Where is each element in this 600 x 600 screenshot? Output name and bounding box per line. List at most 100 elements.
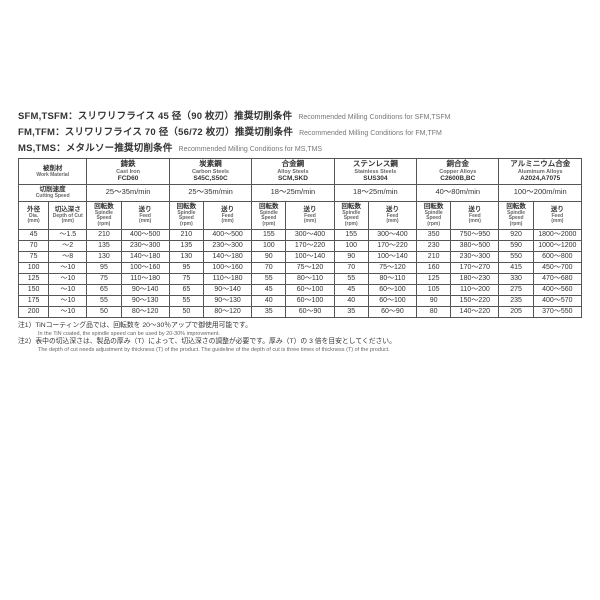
feed-cell: 150～220: [451, 296, 499, 307]
feed-cell: 60～90: [368, 307, 416, 318]
table-row: 175～105590～1305590～1304060～1004060～10090…: [19, 296, 582, 307]
heading-en: Recommended Milling Conditions for SFM,T…: [298, 114, 450, 121]
table-row: 150～106590～1406590～1404560～1004560～10010…: [19, 285, 582, 296]
feed-cell: 170～220: [286, 240, 334, 251]
table-row: 75～8130140～180130140～18090100～14090100～1…: [19, 252, 582, 263]
doc-cell: ～10: [49, 274, 87, 285]
notes-block: 注1）TiNコーティング品では、回転数を 20～30％アップで御使用可能です。 …: [18, 322, 582, 354]
feed-cell: 100～140: [286, 252, 334, 263]
rpm-cell: 45: [334, 285, 368, 296]
heading-en: Recommended Milling Conditions for FM,TF…: [299, 130, 442, 137]
note-en: The depth of cut needs adjustment by thi…: [38, 347, 582, 354]
cutting-speed-label: 切削速度Cutting Speed: [19, 184, 87, 201]
rpm-cell: 90: [417, 296, 451, 307]
note-jp: 注1）TiNコーティング品では、回転数を 20～30％アップで御使用可能です。: [18, 322, 252, 329]
rpm-cell: 65: [87, 285, 121, 296]
feed-cell: 80～110: [286, 274, 334, 285]
doc-cell: ～10: [49, 263, 87, 274]
feed-cell: 80～110: [368, 274, 416, 285]
rpm-cell: 155: [334, 229, 368, 240]
rpm-cell: 50: [169, 307, 203, 318]
feed-cell: 400～570: [533, 296, 581, 307]
feed-cell: 90～140: [203, 285, 251, 296]
feed-cell: 450～700: [533, 263, 581, 274]
work-material-label: 被削材Work Material: [19, 159, 87, 185]
feed-cell: 1800～2000: [533, 229, 581, 240]
feed-cell: 90～130: [121, 296, 169, 307]
dia-cell: 200: [19, 307, 49, 318]
rpm-cell: 75: [169, 274, 203, 285]
rpm-cell: 75: [87, 274, 121, 285]
rpm-cell: 55: [169, 296, 203, 307]
cutting-speed-value: 18～25m/min: [252, 184, 334, 201]
table-row: 45～1.5210400～500210400～500155300～4001553…: [19, 229, 582, 240]
feed-cell: 60～90: [286, 307, 334, 318]
rpm-cell: 160: [417, 263, 451, 274]
rpm-cell: 230: [417, 240, 451, 251]
material-header: 銅合金Copper AlloysC2600B,BC: [417, 159, 499, 185]
rpm-cell: 70: [334, 263, 368, 274]
feed-cell: 60～100: [368, 285, 416, 296]
rpm-cell: 40: [334, 296, 368, 307]
material-header: 鋳鉄Cast IronFCD60: [87, 159, 169, 185]
dia-cell: 75: [19, 252, 49, 263]
rpm-cell: 105: [417, 285, 451, 296]
feed-cell: 400～500: [203, 229, 251, 240]
rpm-cell: 35: [252, 307, 286, 318]
rpm-cell: 40: [252, 296, 286, 307]
rpm-cell: 100: [334, 240, 368, 251]
cutting-speed-value: 18～25m/min: [334, 184, 416, 201]
rpm-cell: 50: [87, 307, 121, 318]
rpm-cell: 95: [87, 263, 121, 274]
cutting-speed-value: 25～35m/min: [87, 184, 169, 201]
doc-cell: ～2: [49, 240, 87, 251]
heading-en: Recommended Milling Conditions for MS,TM…: [179, 146, 323, 153]
rpm-cell: 100: [252, 240, 286, 251]
feed-cell: 1000～1200: [533, 240, 581, 251]
feed-cell: 230～300: [451, 252, 499, 263]
cutting-speed-value: 40～80m/min: [417, 184, 499, 201]
dia-cell: 150: [19, 285, 49, 296]
cutting-speed-value: 25～35m/min: [169, 184, 251, 201]
doc-cell: ～10: [49, 307, 87, 318]
feed-cell: 230～300: [203, 240, 251, 251]
rpm-cell: 330: [499, 274, 533, 285]
material-header: ステンレス鋼Stainless SteelsSUS304: [334, 159, 416, 185]
rpm-cell: 80: [417, 307, 451, 318]
feed-cell: 300～400: [368, 229, 416, 240]
conditions-table: 被削材Work Material鋳鉄Cast IronFCD60炭素鋼Carbo…: [18, 158, 582, 318]
feed-header: 送りFeed(mm): [203, 201, 251, 229]
feed-cell: 400～500: [121, 229, 169, 240]
rpm-cell: 210: [417, 252, 451, 263]
rpm-header: 回転数Spindle Speed(rpm): [417, 201, 451, 229]
rpm-header: 回転数Spindle Speed(rpm): [87, 201, 121, 229]
rpm-cell: 135: [169, 240, 203, 251]
rpm-header: 回転数Spindle Speed(rpm): [499, 201, 533, 229]
dia-cell: 100: [19, 263, 49, 274]
material-header: 合金鋼Alloy SteelsSCM,SKD: [252, 159, 334, 185]
rpm-cell: 35: [334, 307, 368, 318]
feed-cell: 170～270: [451, 263, 499, 274]
feed-cell: 750～950: [451, 229, 499, 240]
feed-cell: 110～200: [451, 285, 499, 296]
rpm-cell: 130: [87, 252, 121, 263]
dia-cell: 45: [19, 229, 49, 240]
rpm-cell: 210: [169, 229, 203, 240]
heading-row: SFM,TSFM：スリワリフライス 45 径（90 枚刃）推奨切削条件 Reco…: [18, 108, 582, 122]
feed-header: 送りFeed(mm): [368, 201, 416, 229]
note-row: 注2）表中の切込深さは、製品の厚み（T）によって、切込深さの調整が必要です。厚み…: [18, 338, 582, 354]
feed-cell: 140～180: [203, 252, 251, 263]
feed-cell: 100～160: [121, 263, 169, 274]
feed-cell: 600～800: [533, 252, 581, 263]
feed-cell: 60～100: [286, 296, 334, 307]
heading-jp: MS,TMS：メタルソー推奨切削条件: [18, 140, 173, 154]
feed-cell: 140～220: [451, 307, 499, 318]
material-header: アルミニウム合金Aluminum AlloysA2024,A7075: [499, 159, 582, 185]
rpm-header: 回転数Spindle Speed(rpm): [252, 201, 286, 229]
rpm-header: 回転数Spindle Speed(rpm): [169, 201, 203, 229]
doc-header: 切込深さDepth of Cut(mm): [49, 201, 87, 229]
note-jp: 注2）表中の切込深さは、製品の厚み（T）によって、切込深さの調整が必要です。厚み…: [18, 338, 396, 345]
rpm-cell: 65: [169, 285, 203, 296]
feed-cell: 75～120: [368, 263, 416, 274]
rpm-cell: 415: [499, 263, 533, 274]
